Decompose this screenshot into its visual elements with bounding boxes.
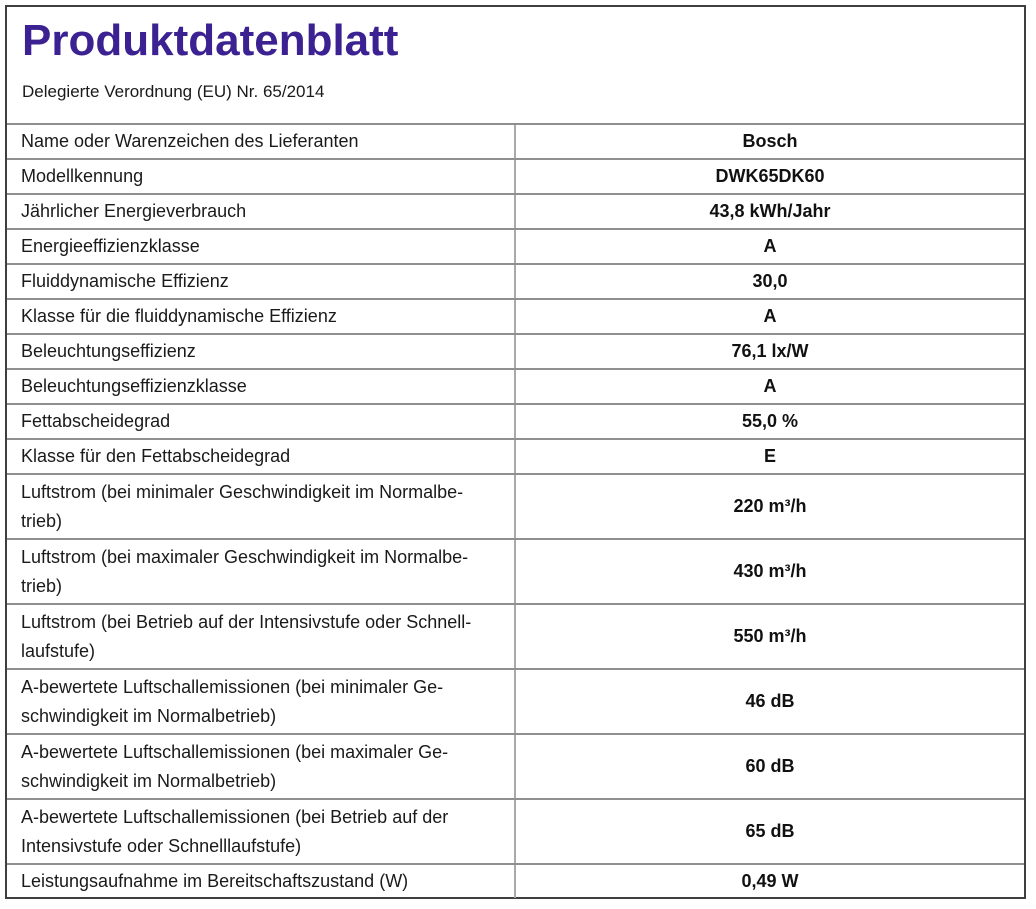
datasheet-frame: Produktdatenblatt Delegierte Verordnung … — [5, 5, 1026, 899]
row-value: E — [763, 446, 776, 466]
row-label: Energieeffizienzklasse — [7, 230, 516, 263]
row-label: Jährlicher Energieverbrauch — [7, 195, 516, 228]
table-row: A-bewertete Luftschallemissionen (bei ma… — [7, 733, 1024, 798]
table-row: Beleuchtungseffizienz 76,1 lx/W — [7, 333, 1024, 368]
product-table: Name oder Warenzeichen des Lieferanten B… — [7, 123, 1024, 898]
datasheet-header: Produktdatenblatt Delegierte Verordnung … — [7, 7, 1024, 123]
table-row: Name oder Warenzeichen des Lieferanten B… — [7, 123, 1024, 158]
table-row: Luftstrom (bei Betrieb auf der Intensivs… — [7, 603, 1024, 668]
row-label: Name oder Warenzeichen des Lieferanten — [7, 125, 516, 158]
row-value: 60 dB — [745, 756, 795, 776]
table-row: A-bewertete Luftschallemissionen (bei mi… — [7, 668, 1024, 733]
row-label: A-bewertete Luftschallemissionen (bei Be… — [7, 800, 516, 863]
row-value: 0,49 W — [741, 871, 799, 891]
row-label: A-bewertete Luftschallemissionen (bei mi… — [7, 670, 516, 733]
table-row: Energieeffizienzklasse A — [7, 228, 1024, 263]
row-label: Luftstrom (bei Betrieb auf der Intensivs… — [7, 605, 516, 668]
row-label: Leistungsaufnahme im Bereitschaftszustan… — [7, 865, 516, 898]
page-title: Produktdatenblatt — [22, 16, 399, 65]
row-label: Luftstrom (bei minimaler Geschwindigkeit… — [7, 475, 516, 538]
table-row: Luftstrom (bei maximaler Geschwindigkeit… — [7, 538, 1024, 603]
row-label: Beleuchtungseffizienz — [7, 335, 516, 368]
row-value: 220 m³/h — [733, 496, 807, 516]
row-value: DWK65DK60 — [715, 166, 825, 186]
row-value: 76,1 lx/W — [731, 341, 809, 361]
row-label: Luftstrom (bei maximaler Geschwindigkeit… — [7, 540, 516, 603]
row-label: Beleuchtungseffizienzklasse — [7, 370, 516, 403]
row-label: A-bewertete Luftschallemissionen (bei ma… — [7, 735, 516, 798]
table-row: Fettabscheidegrad 55,0 % — [7, 403, 1024, 438]
row-label: Klasse für die fluiddynamische Effizienz — [7, 300, 516, 333]
row-label: Fettabscheidegrad — [7, 405, 516, 438]
row-label: Klasse für den Fettabscheidegrad — [7, 440, 516, 473]
table-row: Luftstrom (bei minimaler Geschwindigkeit… — [7, 473, 1024, 538]
row-value: 30,0 — [752, 271, 788, 291]
row-value: Bosch — [742, 131, 798, 151]
row-value: 65 dB — [745, 821, 795, 841]
table-row: Fluiddynamische Effizienz 30,0 — [7, 263, 1024, 298]
row-value: 43,8 kWh/Jahr — [709, 201, 831, 221]
row-label: Fluiddynamische Effizienz — [7, 265, 516, 298]
row-value: A — [763, 236, 777, 256]
row-label: Modellkennung — [7, 160, 516, 193]
table-row: Leistungsaufnahme im Bereitschaftszustan… — [7, 863, 1024, 898]
table-row: Klasse für den Fettabscheidegrad E — [7, 438, 1024, 473]
table-row: Beleuchtungseffizienzklasse A — [7, 368, 1024, 403]
table-row: Klasse für die fluiddynamische Effizienz… — [7, 298, 1024, 333]
row-value: A — [763, 376, 777, 396]
table-row: Jährlicher Energieverbrauch 43,8 kWh/Jah… — [7, 193, 1024, 228]
row-value: 46 dB — [745, 691, 795, 711]
row-value: 430 m³/h — [733, 561, 807, 581]
row-value: 550 m³/h — [733, 626, 807, 646]
row-value: 55,0 % — [741, 411, 799, 431]
regulation-subtitle: Delegierte Verordnung (EU) Nr. 65/2014 — [22, 82, 325, 102]
table-row: A-bewertete Luftschallemissionen (bei Be… — [7, 798, 1024, 863]
row-value: A — [763, 306, 777, 326]
table-row: Modellkennung DWK65DK60 — [7, 158, 1024, 193]
